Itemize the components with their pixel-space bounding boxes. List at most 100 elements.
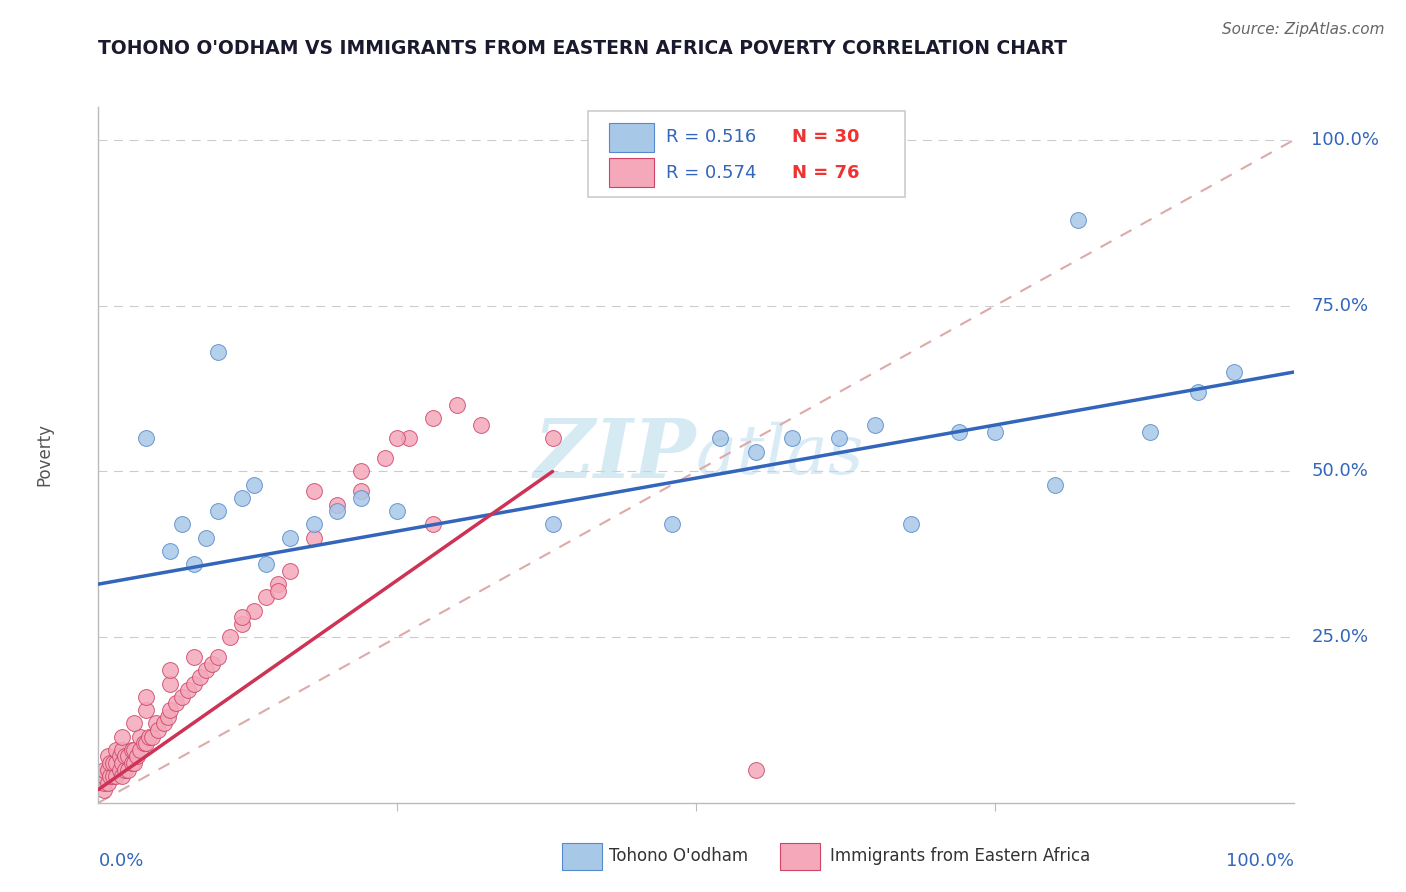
Text: R = 0.516: R = 0.516 bbox=[666, 128, 756, 146]
Point bbox=[302, 531, 325, 545]
Text: Immigrants from Eastern Africa: Immigrants from Eastern Africa bbox=[830, 847, 1090, 865]
Point bbox=[114, 763, 136, 777]
Point bbox=[267, 583, 290, 598]
Text: 0.0%: 0.0% bbox=[98, 852, 143, 870]
Point bbox=[863, 418, 886, 433]
Point bbox=[114, 749, 136, 764]
Point bbox=[172, 690, 194, 704]
Point bbox=[101, 756, 124, 770]
Point bbox=[125, 749, 148, 764]
Point bbox=[1139, 425, 1161, 439]
Point bbox=[1222, 365, 1246, 379]
Text: Tohono O'odham: Tohono O'odham bbox=[609, 847, 748, 865]
Point bbox=[121, 756, 143, 770]
Point bbox=[900, 517, 922, 532]
Point bbox=[350, 465, 373, 479]
Point bbox=[446, 398, 468, 412]
Point bbox=[350, 491, 373, 505]
Point bbox=[267, 577, 290, 591]
Point bbox=[117, 763, 139, 777]
Point bbox=[183, 650, 205, 665]
Point bbox=[93, 769, 115, 783]
Point bbox=[541, 517, 564, 532]
Point bbox=[207, 345, 229, 359]
Point bbox=[97, 763, 120, 777]
Point bbox=[254, 558, 277, 572]
Point bbox=[97, 776, 120, 790]
Point bbox=[129, 743, 152, 757]
Point bbox=[183, 558, 205, 572]
Point bbox=[207, 650, 229, 665]
Point bbox=[194, 531, 217, 545]
Point bbox=[745, 444, 768, 458]
Text: N = 30: N = 30 bbox=[792, 128, 859, 146]
Point bbox=[709, 431, 731, 445]
Text: 50.0%: 50.0% bbox=[1312, 462, 1368, 481]
Text: 100.0%: 100.0% bbox=[1312, 131, 1379, 149]
Point bbox=[231, 616, 253, 631]
Point bbox=[129, 730, 152, 744]
Point bbox=[422, 411, 444, 425]
Point bbox=[541, 431, 564, 445]
Point bbox=[398, 431, 420, 445]
Point bbox=[278, 531, 301, 545]
Point bbox=[159, 703, 181, 717]
Point bbox=[219, 630, 242, 644]
Point bbox=[117, 749, 139, 764]
Point bbox=[983, 425, 1005, 439]
Point bbox=[135, 431, 157, 445]
Text: R = 0.574: R = 0.574 bbox=[666, 164, 756, 182]
Point bbox=[135, 736, 157, 750]
Point bbox=[108, 763, 131, 777]
Point bbox=[105, 769, 128, 783]
Point bbox=[231, 491, 253, 505]
Point bbox=[124, 756, 146, 770]
Text: 75.0%: 75.0% bbox=[1312, 297, 1368, 315]
Point bbox=[159, 544, 181, 558]
Point bbox=[278, 564, 301, 578]
Point bbox=[145, 716, 167, 731]
Point bbox=[326, 498, 349, 512]
Point bbox=[111, 769, 134, 783]
Text: N = 76: N = 76 bbox=[792, 164, 859, 182]
Text: ZIP: ZIP bbox=[533, 415, 696, 495]
Point bbox=[138, 730, 160, 744]
Point bbox=[105, 743, 128, 757]
Point bbox=[661, 517, 683, 532]
Point bbox=[194, 663, 217, 677]
Text: 100.0%: 100.0% bbox=[1226, 852, 1294, 870]
Point bbox=[93, 782, 115, 797]
Point bbox=[141, 730, 163, 744]
Bar bbox=[609, 123, 654, 153]
Text: Poverty: Poverty bbox=[35, 424, 53, 486]
Point bbox=[188, 670, 211, 684]
Point bbox=[231, 610, 253, 624]
Point bbox=[111, 756, 134, 770]
Point bbox=[97, 749, 120, 764]
Point bbox=[159, 663, 181, 677]
Point bbox=[121, 743, 143, 757]
Point bbox=[105, 756, 128, 770]
Point bbox=[780, 431, 803, 445]
Point bbox=[183, 676, 205, 690]
Point bbox=[124, 743, 146, 757]
Point bbox=[111, 743, 134, 757]
Point bbox=[207, 504, 229, 518]
Point bbox=[385, 431, 409, 445]
Point bbox=[135, 703, 157, 717]
Point bbox=[156, 709, 179, 723]
Text: atlas: atlas bbox=[696, 422, 865, 488]
Point bbox=[1067, 212, 1090, 227]
Point bbox=[153, 716, 176, 731]
Point bbox=[948, 425, 970, 439]
Point bbox=[243, 477, 266, 491]
Point bbox=[201, 657, 224, 671]
Point bbox=[98, 756, 122, 770]
Point bbox=[254, 591, 277, 605]
Point bbox=[148, 723, 170, 737]
Text: 25.0%: 25.0% bbox=[1312, 628, 1368, 646]
Point bbox=[1187, 384, 1209, 399]
Point bbox=[101, 769, 124, 783]
Point bbox=[108, 749, 131, 764]
Point bbox=[302, 484, 325, 499]
